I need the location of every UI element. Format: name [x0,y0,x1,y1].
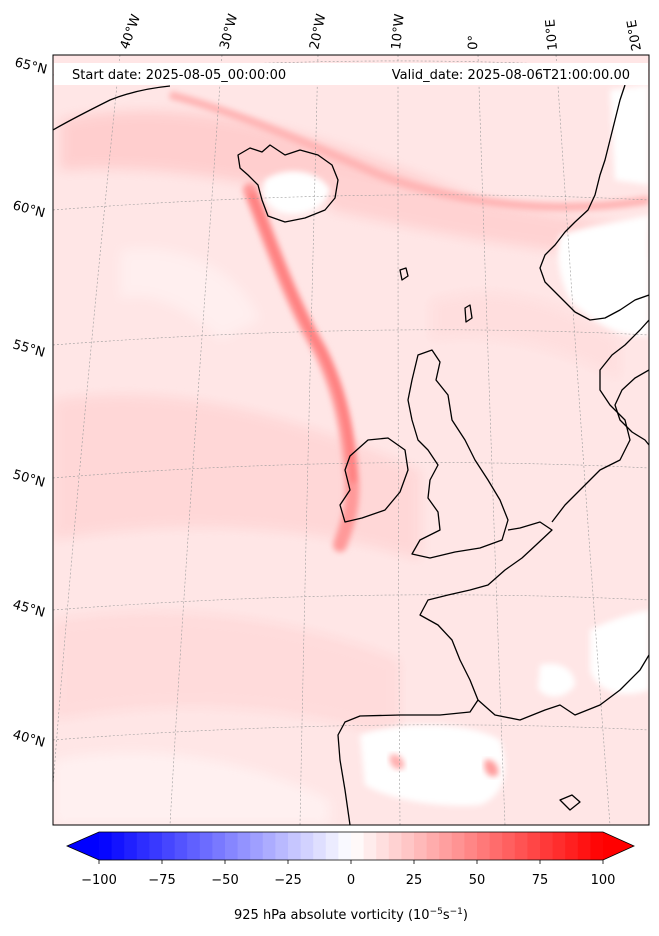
start-date-label: Start date: 2025-08-05_00:00:00 [72,68,286,83]
colorbar-segment [162,832,176,860]
colorbar-segment [262,832,276,860]
norway-coast [539,84,649,321]
lat-label-40n: 40°N [11,727,47,750]
colorbar-segment [351,832,365,860]
great-britain-coast [407,349,509,559]
colorbar: −100 −75 −50 −25 0 25 50 75 100 925 hPa absolute… [66,831,635,923]
balearic-islands [559,794,581,811]
sweden-coast [614,369,649,446]
colorbar-tick-label: 25 [406,873,423,888]
map-panel [53,55,649,825]
iceland-coast [237,144,339,223]
colorbar-tick-label: −25 [274,873,301,888]
lat-label-45n: 45°N [11,597,47,620]
colorbar-tick-label: 50 [469,873,486,888]
france-spain-coast [337,521,553,825]
mediterranean-coast [477,654,649,721]
colorbar-tick-label: −50 [211,873,238,888]
colorbar-segment [212,832,226,860]
colorbar-segment [502,832,516,860]
colorbar-segment [477,832,491,860]
colorbar-segment [237,832,251,860]
colorbar-segment [552,832,566,860]
colorbar-segment [426,832,440,860]
colorbar-segment [376,832,390,860]
colorbar-segment [540,832,554,860]
colorbar-segment [388,832,402,860]
colorbar-segment [187,832,201,860]
colorbar-segment [590,832,604,860]
colorbar-segment [527,832,541,860]
vorticity-field-shading [53,111,649,825]
lon-label-0: 0° [466,35,482,50]
map-frame [52,54,650,826]
colorbar-tick-label: 100 [591,873,616,888]
colorbar-segment [136,832,150,860]
colorbar-segment [300,832,314,860]
coastlines [53,84,649,825]
colorbar-segment [414,832,428,860]
lat-label-60n: 60°N [11,198,47,221]
colorbar-segment [439,832,453,860]
lat-label-50n: 50°N [11,467,47,490]
colorbar-segment [99,832,113,860]
lon-label-10w: 10°W [389,13,408,50]
colorbar-segment [250,832,264,860]
header-bar [54,63,648,85]
shetland-islands [464,304,473,323]
colorbar-segments [67,832,634,860]
colorbar-segment [401,832,415,860]
colorbar-label: 925 hPa absolute vorticity (10−5s−1) [234,907,468,923]
lon-label-20e: 20°E [625,19,645,52]
lon-label-10e: 10°E [543,19,561,51]
faroe-islands [399,267,409,281]
ireland-coast [339,437,409,523]
colorbar-extend-min [67,832,99,860]
colorbar-extend-max [603,832,634,860]
colorbar-segment [124,832,138,860]
colorbar-segment [464,832,478,860]
colorbar-tick-label: 0 [347,873,355,888]
vorticity-band-core [249,192,356,483]
lat-label-65n: 65°N [13,55,48,77]
colorbar-segment [325,832,339,860]
colorbar-segment [288,832,302,860]
colorbar-segment [275,832,289,860]
colorbar-tick-label: −75 [148,873,175,888]
graticule [53,55,649,825]
colorbar-tick-label: −100 [81,873,117,888]
colorbar-segment [149,832,163,860]
lon-label-20w: 20°W [307,12,329,50]
valid-date-label: Valid_date: 2025-08-06T21:00:00.00 [392,68,630,83]
colorbar-segment [363,832,377,860]
colorbar-segment [451,832,465,860]
colorbar-segment [338,832,352,860]
lat-label-55n: 55°N [11,337,47,360]
colorbar-tick-label: 75 [532,873,549,888]
colorbar-segment [577,832,591,860]
colorbar-segment [565,832,579,860]
colorbar-segment [111,832,125,860]
colorbar-segment [514,832,528,860]
lon-label-40w: 40°W [118,12,144,51]
longitude-labels: 40°W 30°W 20°W 10°W 0° 10°E 20°E [118,12,645,52]
colorbar-segment [199,832,213,860]
low-vorticity-areas [263,85,649,806]
colorbar-segment [174,832,188,860]
colorbar-segment [313,832,327,860]
colorbar-segment [489,832,503,860]
latitude-labels: 65°N 60°N 55°N 50°N 45°N 40°N [11,55,49,751]
colorbar-ticks: −100 −75 −50 −25 0 25 50 75 100 [81,860,615,888]
lon-label-30w: 30°W [217,12,241,51]
greenland-coast [53,85,171,131]
colorbar-segment [225,832,239,860]
